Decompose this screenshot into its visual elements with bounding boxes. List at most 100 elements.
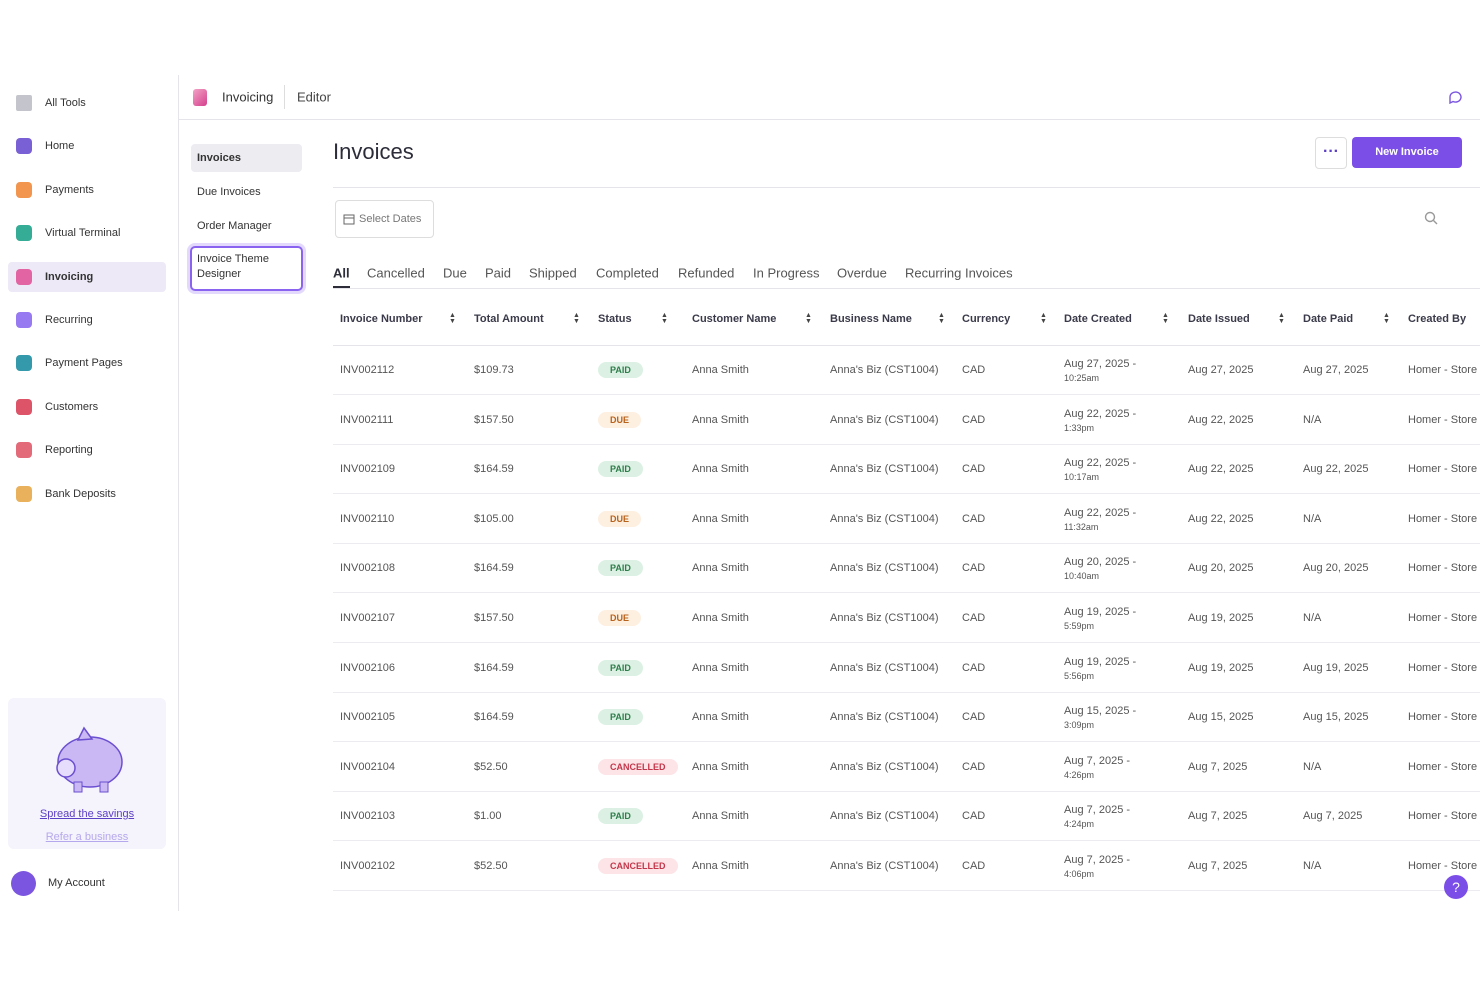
cell: INV002111 bbox=[340, 413, 394, 426]
calendar-icon bbox=[343, 214, 355, 225]
column-header[interactable]: Customer Name bbox=[692, 313, 777, 325]
status-badge: CANCELLED bbox=[598, 758, 678, 775]
nav-item[interactable]: Home bbox=[45, 140, 75, 153]
date-created: Aug 20, 2025 - bbox=[1064, 556, 1137, 569]
cell: Anna's Biz (CST1004) bbox=[830, 711, 939, 724]
status-badge: PAID bbox=[598, 659, 643, 676]
sort-icon[interactable]: ▲ ▼ bbox=[449, 312, 456, 325]
nav-item[interactable]: Invoicing bbox=[45, 270, 94, 283]
cell: $109.73 bbox=[474, 364, 514, 376]
cell: INV002107 bbox=[340, 612, 396, 624]
cell: $157.50 bbox=[474, 413, 514, 426]
date-created: Aug 19, 2025 - bbox=[1064, 655, 1137, 668]
cell: $52.50 bbox=[474, 760, 508, 773]
date-created: Aug 27, 2025 - bbox=[1064, 358, 1137, 370]
tab[interactable]: Paid bbox=[485, 265, 512, 281]
help-button[interactable]: ? bbox=[1444, 875, 1468, 899]
nav-item[interactable]: Customers bbox=[45, 400, 99, 413]
cell: Anna Smith bbox=[692, 760, 749, 773]
tab[interactable]: Recurring Invoices bbox=[905, 265, 1013, 281]
column-header[interactable]: Currency bbox=[962, 313, 1011, 325]
cell: Anna's Biz (CST1004) bbox=[830, 612, 939, 624]
column-header[interactable]: Date Created bbox=[1064, 313, 1132, 325]
app-name[interactable]: Invoicing bbox=[222, 89, 274, 105]
row-divider bbox=[333, 592, 1480, 594]
tab[interactable]: Refunded bbox=[678, 265, 735, 281]
status-badge: PAID bbox=[598, 560, 643, 577]
topbar-separator bbox=[284, 85, 285, 109]
cell: Homer - Store bbox=[1408, 562, 1478, 575]
tab[interactable]: All bbox=[333, 265, 350, 281]
cell: CAD bbox=[962, 413, 986, 426]
header-divider bbox=[333, 187, 1480, 188]
subnav-item[interactable]: Due Invoices bbox=[197, 186, 261, 198]
nav-item[interactable]: All Tools bbox=[45, 97, 86, 109]
column-header[interactable]: Date Issued bbox=[1188, 313, 1250, 325]
column-header[interactable]: Invoice Number bbox=[340, 313, 423, 325]
cell: Homer - Store bbox=[1408, 661, 1478, 674]
subnav-item[interactable]: Invoice Theme Designer bbox=[197, 253, 269, 280]
cell: N/A bbox=[1303, 612, 1322, 624]
sort-icon[interactable]: ▲ ▼ bbox=[661, 312, 668, 325]
nav-item[interactable]: Recurring bbox=[45, 314, 93, 326]
cell: Homer - Store bbox=[1408, 413, 1478, 426]
column-header[interactable]: Date Paid bbox=[1303, 313, 1354, 325]
subnav-item[interactable]: Order Manager bbox=[197, 220, 272, 232]
promo-sublink[interactable]: Refer a business bbox=[45, 831, 129, 843]
sort-icon[interactable]: ▲ ▼ bbox=[1162, 312, 1169, 325]
cell: CAD bbox=[962, 661, 986, 674]
nav-item[interactable]: Payments bbox=[45, 183, 94, 196]
cell: Aug 22, 2025 bbox=[1188, 463, 1254, 476]
nav-item[interactable]: Bank Deposits bbox=[45, 487, 116, 500]
cell: $164.59 bbox=[474, 562, 514, 575]
column-header[interactable]: Total Amount bbox=[474, 313, 544, 325]
tab[interactable]: Cancelled bbox=[367, 265, 425, 281]
cell: INV002104 bbox=[340, 760, 396, 773]
new-invoice-button[interactable]: New Invoice bbox=[1352, 137, 1462, 168]
topbar-divider bbox=[179, 119, 1480, 120]
promo-link[interactable]: Spread the savings bbox=[39, 808, 135, 820]
nav-item[interactable]: Virtual Terminal bbox=[45, 227, 121, 240]
tab[interactable]: Shipped bbox=[529, 265, 577, 281]
tab[interactable]: Overdue bbox=[837, 265, 887, 281]
sort-icon[interactable]: ▲ ▼ bbox=[1383, 312, 1390, 325]
cell: INV002106 bbox=[340, 661, 396, 674]
nav-icon bbox=[16, 355, 32, 372]
row-divider bbox=[333, 790, 1480, 792]
cell: Anna's Biz (CST1004) bbox=[830, 463, 939, 476]
account-avatar[interactable] bbox=[11, 871, 36, 896]
cell: Anna Smith bbox=[692, 463, 749, 476]
tab[interactable]: Due bbox=[443, 265, 467, 281]
nav-icon bbox=[16, 268, 32, 285]
sort-icon[interactable]: ▲ ▼ bbox=[573, 312, 580, 325]
account-link[interactable]: My Account bbox=[48, 877, 105, 889]
sort-icon[interactable]: ▲ ▼ bbox=[1278, 312, 1285, 325]
nav-icon bbox=[16, 225, 32, 242]
column-header[interactable]: Created By bbox=[1408, 313, 1467, 325]
cell: CAD bbox=[962, 562, 986, 575]
more-button[interactable]: ··· bbox=[1315, 137, 1347, 169]
column-header[interactable]: Status bbox=[598, 313, 632, 325]
cell: Anna's Biz (CST1004) bbox=[830, 364, 939, 376]
status-badge: DUE bbox=[598, 411, 642, 428]
cell: INV002102 bbox=[340, 860, 396, 872]
editor-link[interactable]: Editor bbox=[297, 89, 331, 105]
sort-icon[interactable]: ▲ ▼ bbox=[938, 312, 945, 325]
date-created: Aug 19, 2025 - bbox=[1064, 606, 1137, 618]
column-header[interactable]: Business Name bbox=[830, 313, 912, 325]
chat-icon[interactable] bbox=[1448, 90, 1463, 104]
tab[interactable]: Completed bbox=[596, 265, 659, 281]
tab[interactable]: In Progress bbox=[753, 265, 820, 281]
cell: Aug 19, 2025 bbox=[1188, 661, 1254, 674]
status-badge: DUE bbox=[598, 610, 642, 626]
search-icon[interactable] bbox=[1424, 211, 1438, 225]
sort-icon[interactable]: ▲ ▼ bbox=[805, 312, 812, 325]
date-filter[interactable]: Select Dates bbox=[335, 200, 434, 238]
nav-item[interactable]: Payment Pages bbox=[45, 357, 123, 370]
sort-icon[interactable]: ▲ ▼ bbox=[1040, 312, 1047, 325]
subnav-item[interactable]: Invoices bbox=[197, 152, 242, 164]
nav-item[interactable]: Reporting bbox=[45, 444, 93, 457]
cell: CAD bbox=[962, 364, 986, 376]
cell: Anna Smith bbox=[692, 860, 749, 872]
